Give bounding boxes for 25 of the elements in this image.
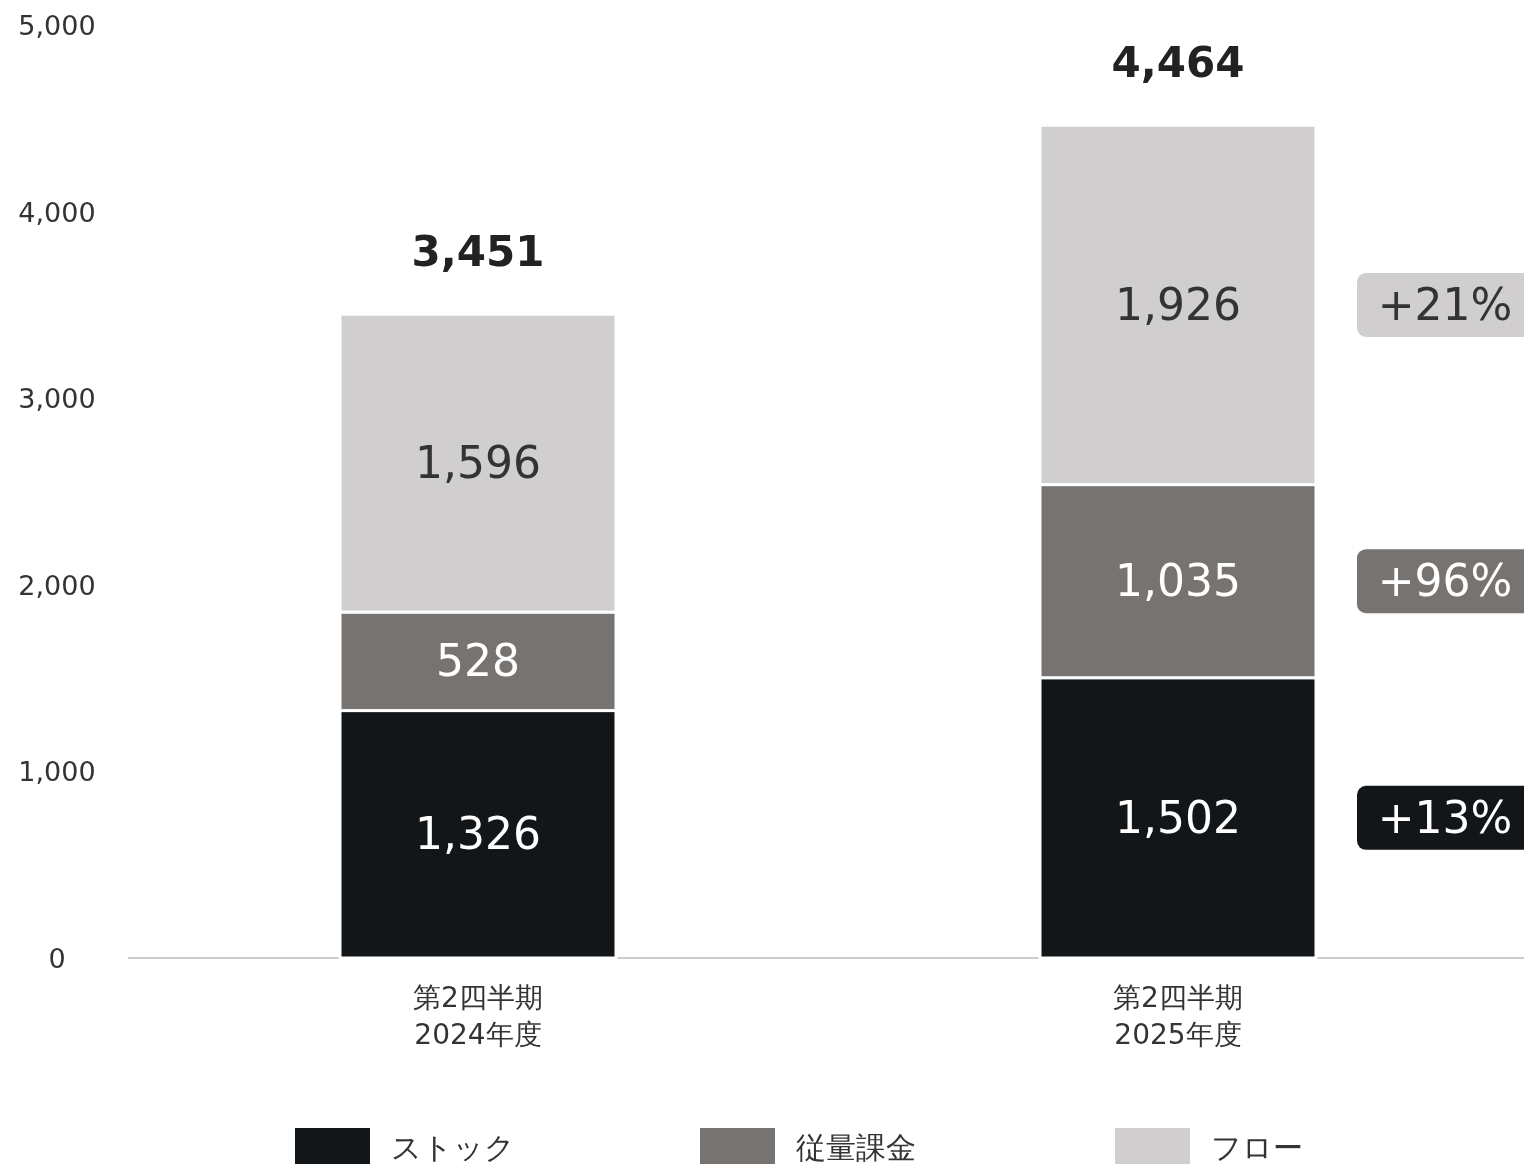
data-label: 528 bbox=[436, 635, 520, 687]
y-tick-label: 5,000 bbox=[18, 10, 96, 41]
data-label: 1,326 bbox=[415, 808, 541, 860]
legend-item: フロー bbox=[1115, 1128, 1303, 1165]
data-label: 1,035 bbox=[1115, 555, 1241, 607]
legend-label: ストック bbox=[391, 1130, 515, 1165]
legend-label: フロー bbox=[1211, 1130, 1303, 1165]
y-tick-label: 2,000 bbox=[18, 569, 96, 601]
total-label: 3,451 bbox=[411, 227, 545, 277]
total-label: 4,464 bbox=[1111, 38, 1245, 88]
annotation: +96% bbox=[1377, 555, 1513, 607]
y-tick-label: 1,000 bbox=[18, 756, 96, 788]
annotation: +21% bbox=[1377, 278, 1513, 330]
annotation: +13% bbox=[1377, 791, 1513, 843]
legend-label: 従量課金 bbox=[796, 1130, 916, 1165]
data-label: 1,596 bbox=[415, 437, 541, 489]
legend-item: 従量課金 bbox=[700, 1128, 916, 1165]
x-tick-label: 第2四半期 2024年度 bbox=[413, 981, 543, 1051]
data-label: 1,926 bbox=[1115, 278, 1241, 330]
data-label: 1,502 bbox=[1115, 791, 1241, 843]
y-tick-label: 0 bbox=[48, 943, 66, 974]
y-tick-label: 3,000 bbox=[18, 383, 96, 415]
x-tick-label: 第2四半期 2025年度 bbox=[1113, 981, 1243, 1051]
legend-item: ストック bbox=[295, 1128, 515, 1165]
y-tick-label: 4,000 bbox=[18, 196, 96, 228]
